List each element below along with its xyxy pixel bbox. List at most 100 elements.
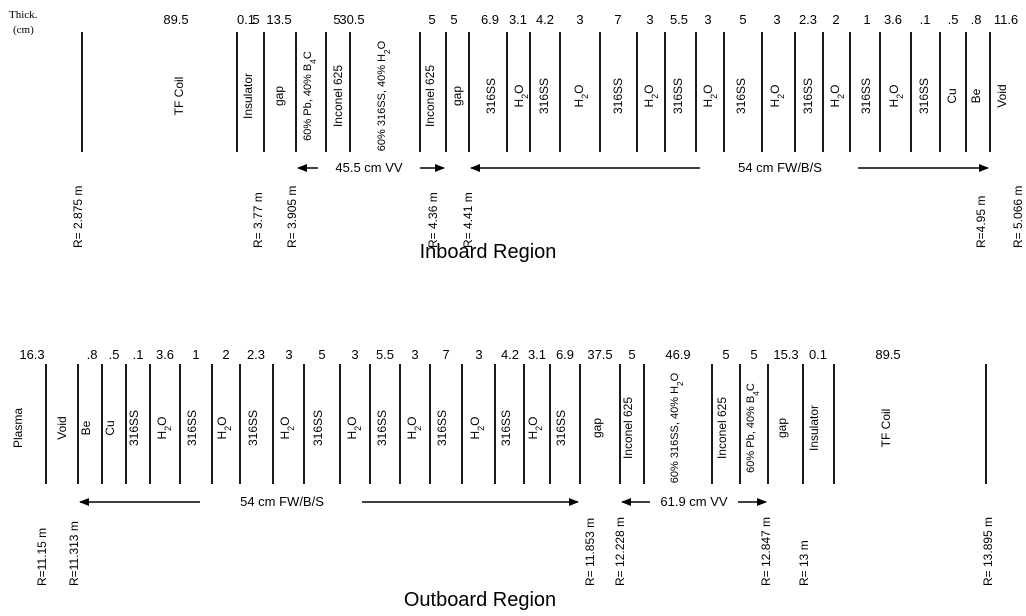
inboard-layer-name: H2O (512, 84, 530, 107)
outboard-fw-span-label: 54 cm FW/B/S (240, 494, 324, 509)
inboard-layer-name: H2O (828, 84, 846, 107)
outboard-layer-name: Be (79, 420, 93, 435)
outboard-boundary-lines (45, 364, 987, 484)
inboard-radius-labels: R= 2.875 m R= 3.77 m R= 3.905 m R= 4.36 m R=… (71, 186, 1025, 248)
outboard-thickness-value: 5 (750, 347, 757, 362)
outboard-layer-name: gap (775, 418, 789, 438)
outboard-layer-name: H2O (405, 416, 423, 439)
inboard-thickness-value: 30.5 (339, 12, 364, 27)
outboard-layer-name: H2O (215, 416, 233, 439)
inboard-radius-label: R=4.95 m (974, 196, 988, 248)
inboard-layer-name: 60% Pb, 40% B4C (302, 51, 318, 141)
outboard-layer-name: 316SS (435, 410, 449, 446)
outboard-radius-label: R=11.313 m (67, 521, 81, 586)
outboard-layer-name: Plasma (11, 408, 25, 448)
inboard-thickness-value: 11.6 (994, 12, 1018, 27)
inboard-layer-name: H2O (572, 84, 590, 107)
outboard-radius-label: R=11.15 m (35, 528, 49, 586)
outboard-layer-name: Insulator (807, 405, 821, 451)
inboard-thickness-value: 6.9 (481, 12, 499, 27)
inboard-layer-name: 316SS (917, 78, 931, 114)
inboard-layer-name: 316SS (537, 78, 551, 114)
outboard-layer-name: H2O (278, 416, 296, 439)
outboard-thickness-value: 16.3 (19, 347, 44, 362)
inboard-layer-name: gap (450, 86, 464, 106)
outboard-layer-name: 60% Pb, 40% B4C (745, 383, 761, 473)
outboard-layer-name: H2O (155, 416, 173, 439)
outboard-layer-name: 316SS (375, 410, 389, 446)
inboard-thickness-value: 5 (428, 12, 435, 27)
inboard-thickness-value: 3 (576, 12, 583, 27)
outboard-thickness-value: 6.9 (556, 347, 574, 362)
inboard-region: 89.5 0.1 13.55 530.5 5 5 6.9 3.1 4.2 3 7 3 5.5 3 5 3 2.3… (71, 12, 1025, 263)
outboard-radius-label: R= 13 m (797, 540, 811, 586)
inboard-boundary-lines (81, 32, 991, 152)
outboard-thickness-value: 3 (475, 347, 482, 362)
inboard-thickness-value: 3 (704, 12, 711, 27)
outboard-thickness-value: .5 (109, 347, 120, 362)
inboard-layer-name: 60% 316SS, 40% H2O (376, 40, 392, 151)
outboard-layer-name: H2O (526, 416, 544, 439)
inboard-thickness-value: 5 (252, 12, 259, 27)
inboard-layer-name: Be (969, 88, 983, 103)
inboard-thickness-value: 3.1 (509, 12, 527, 27)
outboard-thickness-value: 4.2 (501, 347, 519, 362)
inboard-layer-name: Void (995, 84, 1009, 107)
inboard-layer-name: Inconel 625 (331, 65, 345, 127)
inboard-radius-label: R= 2.875 m (71, 186, 85, 248)
inboard-thickness-value: 0.1 (237, 12, 255, 27)
outboard-layer-name: 316SS (246, 410, 260, 446)
outboard-thickness-value: 3 (351, 347, 358, 362)
inboard-thickness-value: 13.5 (266, 12, 291, 27)
outboard-thickness-value: .1 (133, 347, 144, 362)
outboard-thickness-value: 3 (285, 347, 292, 362)
outboard-layer-name: TF Coil (879, 409, 893, 448)
inboard-layer-name: 316SS (484, 78, 498, 114)
inboard-layer-name: Insulator (241, 73, 255, 119)
outboard-thickness-values: 16.3 .8 .5 .1 3.6 1 2 2.3 3 5 3 5.5 3 7 3 4.2 3.1 6.9 37.5… (19, 347, 900, 362)
outboard-thickness-value: 89.5 (875, 347, 900, 362)
inboard-layer-name: H2O (887, 84, 905, 107)
inboard-radius-label: R= 4.36 m (426, 192, 440, 248)
inboard-radius-label: R= 3.77 m (251, 192, 265, 248)
inboard-layer-name: 316SS (859, 78, 873, 114)
outboard-thickness-value: 3.6 (156, 347, 174, 362)
outboard-layer-name: Inconel 625 (715, 397, 729, 459)
inboard-layer-name: Inconel 625 (423, 65, 437, 127)
inboard-thickness-value: 5 (739, 12, 746, 27)
outboard-layer-name: 316SS (311, 410, 325, 446)
inboard-layer-name: H2O (701, 84, 719, 107)
inboard-thickness-value: .1 (920, 12, 931, 27)
inboard-radius-label: R= 3.905 m (285, 186, 299, 248)
inboard-thickness-value: 3 (646, 12, 653, 27)
inboard-layer-name: 316SS (734, 78, 748, 114)
outboard-thickness-value: 7 (442, 347, 449, 362)
outboard-region: 16.3 .8 .5 .1 3.6 1 2 2.3 3 5 3 5.5 3 7 3 4.2 3.1 6.9 37.5… (11, 347, 995, 611)
inboard-layer-names: TF Coil Insulator gap 60% Pb, 40% B4C Incone… (172, 40, 1009, 151)
outboard-layer-name: 316SS (127, 410, 141, 446)
inboard-layer-name: Cu (945, 88, 959, 103)
inboard-layer-name: 316SS (611, 78, 625, 114)
outboard-thickness-value: 3.1 (528, 347, 546, 362)
inboard-thickness-value: .8 (971, 12, 982, 27)
inboard-layer-name: gap (272, 86, 286, 106)
inboard-thickness-value: 2.3 (799, 12, 817, 27)
outboard-layer-name: Void (55, 416, 69, 439)
outboard-thickness-value: 37.5 (587, 347, 612, 362)
outboard-vv-span-label: 61.9 cm VV (660, 494, 728, 509)
outboard-layer-name: Inconel 625 (621, 397, 635, 459)
inboard-layer-name: H2O (768, 84, 786, 107)
inboard-thickness-value: 5 (450, 12, 457, 27)
outboard-radius-label: R= 12.847 m (759, 517, 773, 586)
inboard-thickness-value: 89.5 (163, 12, 188, 27)
outboard-thickness-value: 5.5 (376, 347, 394, 362)
inboard-radius-label: R= 5.066 m (1011, 186, 1025, 248)
outboard-layer-name: H2O (345, 416, 363, 439)
inboard-thickness-value: 5 (333, 12, 340, 27)
inboard-thickness-value: 2 (832, 12, 839, 27)
outboard-layer-name: 316SS (499, 410, 513, 446)
inboard-layer-name: TF Coil (172, 77, 186, 116)
inboard-thickness-value: 1 (863, 12, 870, 27)
inboard-layer-name: 316SS (671, 78, 685, 114)
